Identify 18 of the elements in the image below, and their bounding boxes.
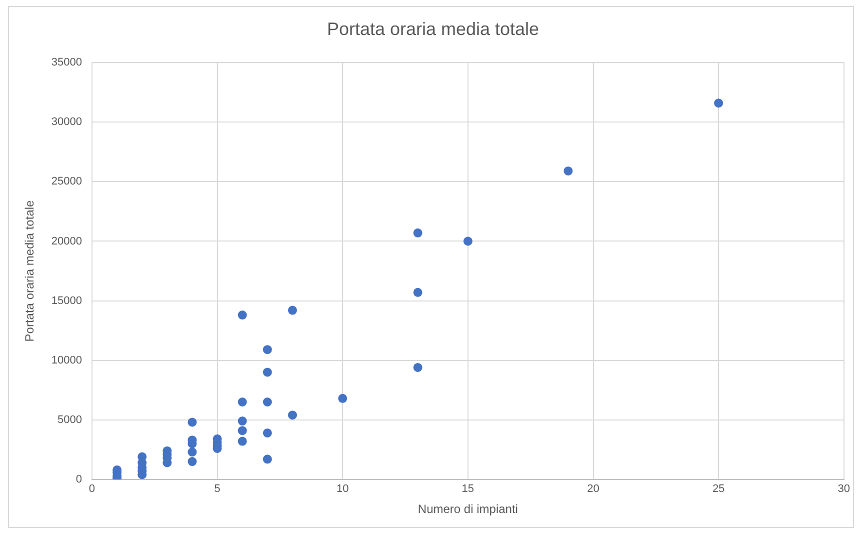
y-tick-label: 15000	[51, 294, 82, 307]
x-tick-label: 5	[214, 483, 220, 496]
y-tick-label: 10000	[51, 354, 82, 366]
x-tick-label: 15	[462, 483, 474, 496]
x-tick-label: 10	[336, 483, 349, 496]
y-axis-title: Portata oraria media totale	[22, 200, 37, 342]
x-tick-label: 25	[712, 483, 725, 496]
y-tick-label: 35000	[51, 56, 82, 69]
x-tick-label: 30	[838, 483, 850, 496]
x-axis-title: Numero di impianti	[418, 502, 518, 516]
chart-title: Portata oraria media totale	[326, 18, 540, 39]
x-tick-label: 20	[587, 483, 600, 496]
y-tick-label: 25000	[51, 176, 82, 188]
x-tick-label: 0	[88, 483, 96, 496]
y-tick-label: 30000	[51, 116, 82, 128]
y-tick-label: 5000	[58, 414, 82, 426]
y-tick-label: 0	[76, 473, 82, 486]
y-tick-label: 20000	[51, 235, 82, 248]
